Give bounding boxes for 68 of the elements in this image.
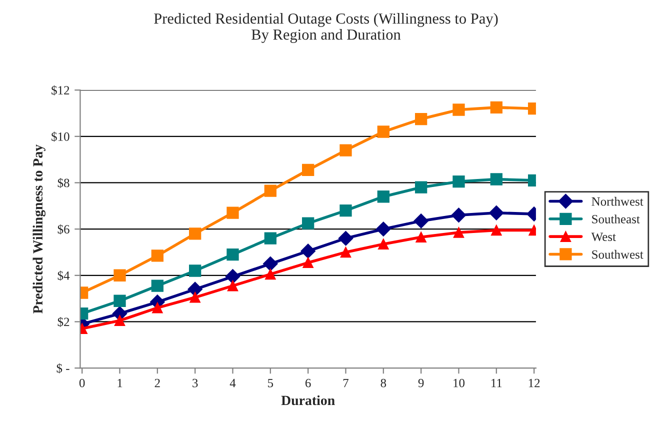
point — [151, 280, 164, 292]
point — [114, 294, 126, 307]
x-tick-label: 5 — [268, 378, 274, 388]
point — [414, 181, 428, 194]
point — [114, 315, 126, 326]
point — [490, 173, 502, 186]
x-tick-label: 2 — [154, 378, 160, 388]
point — [340, 246, 352, 258]
point — [226, 248, 239, 261]
point — [414, 112, 428, 126]
legend-label: Northwest — [592, 196, 644, 206]
x-tick-label: 1 — [118, 378, 122, 388]
chart-title: Predicted Residential Outage Costs (Willingness to Pay) By Region and Duration — [154, 12, 498, 43]
x-tick-label: 7 — [343, 378, 348, 388]
y-tick-label: $8 — [58, 178, 70, 188]
y-axis-title: Predicted Willingness to Pay — [32, 144, 46, 314]
y-tick-label: $4 — [58, 270, 70, 281]
legend-label: West — [591, 232, 616, 242]
point — [189, 264, 202, 277]
point — [491, 224, 502, 236]
point — [451, 208, 466, 223]
legend-label: Southeast — [592, 214, 640, 224]
point — [264, 232, 276, 244]
legend-label: Southwest — [592, 250, 644, 259]
point — [377, 126, 390, 138]
point — [114, 269, 126, 282]
point — [338, 230, 354, 246]
point — [302, 257, 314, 268]
point — [225, 269, 240, 284]
point — [265, 268, 276, 280]
point — [414, 214, 428, 228]
point — [227, 280, 238, 292]
y-tick-label: $6 — [58, 224, 70, 234]
point — [226, 206, 239, 219]
x-tick-label: 3 — [192, 378, 198, 388]
point — [377, 190, 390, 203]
point — [452, 175, 465, 188]
point — [189, 228, 202, 240]
x-tick-label: 10 — [454, 378, 465, 388]
y-tick-label: $ - — [56, 363, 70, 374]
x-axis-title: Duration — [281, 395, 335, 406]
x-tick-label: 9 — [418, 378, 424, 388]
point — [190, 292, 200, 303]
x-tick-label: 12 — [528, 378, 540, 388]
point — [489, 205, 504, 220]
point — [376, 222, 391, 236]
point — [300, 244, 316, 258]
x-tick-label: 0 — [79, 378, 85, 388]
point — [302, 164, 314, 176]
point — [452, 104, 465, 116]
point — [490, 101, 502, 114]
x-tick-label: 6 — [305, 378, 311, 388]
point — [151, 250, 164, 262]
point — [264, 184, 276, 197]
point — [340, 144, 352, 156]
y-tick-label: $10 — [52, 132, 70, 142]
point — [263, 256, 278, 272]
point — [453, 227, 464, 238]
point — [152, 302, 163, 314]
x-tick-label: 4 — [230, 378, 236, 388]
point — [340, 204, 352, 217]
y-tick-label: $12 — [52, 85, 70, 96]
point — [416, 232, 426, 243]
x-tick-label: 11 — [491, 378, 502, 388]
x-tick-label: 8 — [380, 378, 386, 388]
y-tick-label: $2 — [58, 317, 70, 328]
point — [378, 238, 389, 250]
point — [302, 217, 314, 230]
